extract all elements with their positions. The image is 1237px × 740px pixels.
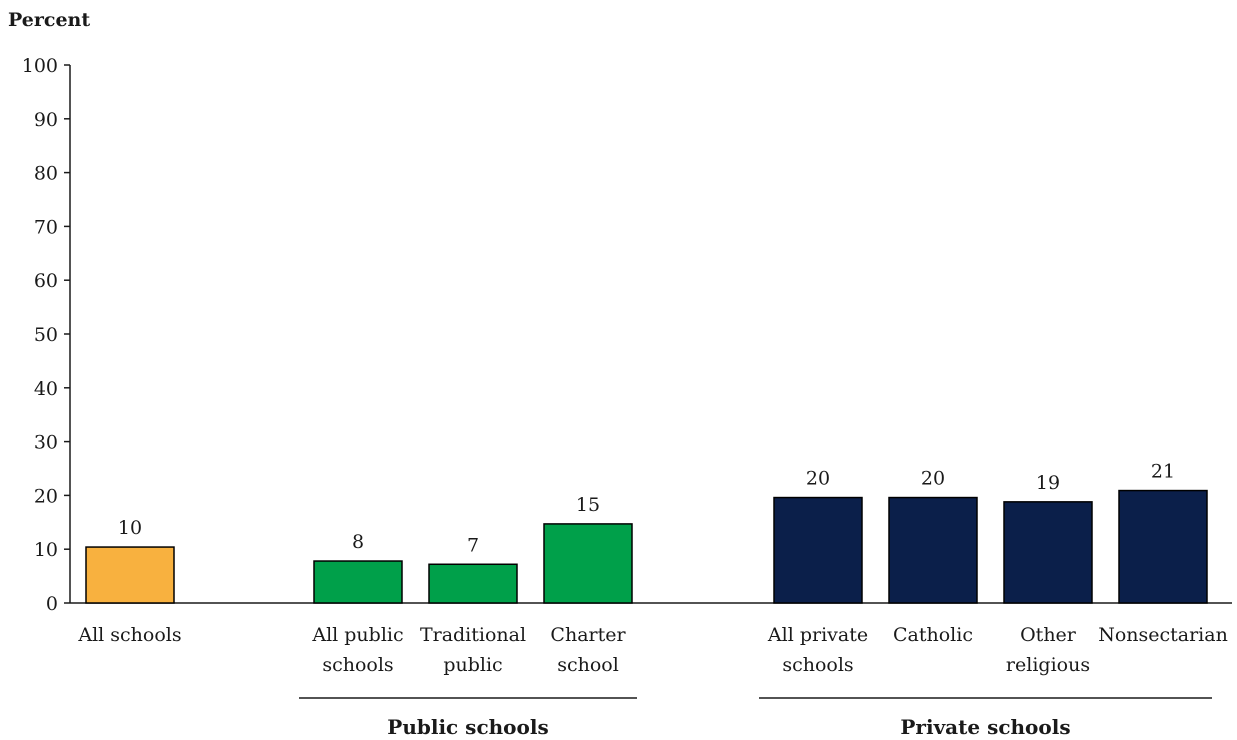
category-label: Charter school (550, 624, 626, 676)
group-label: Public schools (387, 715, 548, 739)
bar (543, 523, 633, 604)
data-label: 15 (576, 494, 600, 516)
bar (85, 546, 175, 604)
data-label: 7 (467, 534, 479, 556)
data-label: 19 (1036, 472, 1060, 494)
group-label: Private schools (900, 715, 1070, 739)
bar (313, 560, 403, 604)
category-label: All schools (77, 624, 181, 646)
category-label: Traditional public (420, 624, 526, 676)
y-tick-label: 0 (46, 593, 58, 615)
group-brackets: Public schools Private schools (299, 697, 1212, 739)
bar (1118, 489, 1208, 604)
data-label: 8 (352, 531, 364, 553)
y-tick-label: 20 (34, 485, 58, 507)
y-tick-label: 90 (34, 109, 58, 131)
data-label: 20 (921, 468, 945, 490)
data-label: 21 (1151, 461, 1175, 483)
y-tick-label: 10 (34, 539, 58, 561)
bars (85, 489, 1208, 604)
category-label: Catholic (893, 624, 973, 646)
bar (428, 563, 518, 604)
data-label: 20 (806, 468, 830, 490)
y-tick-label: 70 (34, 216, 58, 238)
data-label: 10 (118, 517, 142, 539)
y-tick-label: 30 (34, 432, 58, 454)
category-label: Nonsectarian (1098, 624, 1228, 646)
bar (888, 496, 978, 604)
y-tick-label: 80 (34, 163, 58, 185)
labels: 10 All schools 8 All public schools 7 Traditio… (77, 461, 1227, 676)
y-tick-label: 50 (34, 324, 58, 346)
category-label: Other religious (1006, 624, 1090, 676)
y-tick-label: 60 (34, 270, 58, 292)
bar (1003, 501, 1093, 604)
category-label: All private schools (767, 624, 868, 676)
axes: 0 10 20 30 40 50 60 70 80 90 100 (22, 55, 1232, 615)
category-label: All public schools (311, 624, 403, 676)
y-tick-label: 40 (34, 378, 58, 400)
y-axis-label: Percent (8, 9, 90, 31)
y-tick-label: 100 (22, 55, 58, 77)
bar (773, 496, 863, 604)
